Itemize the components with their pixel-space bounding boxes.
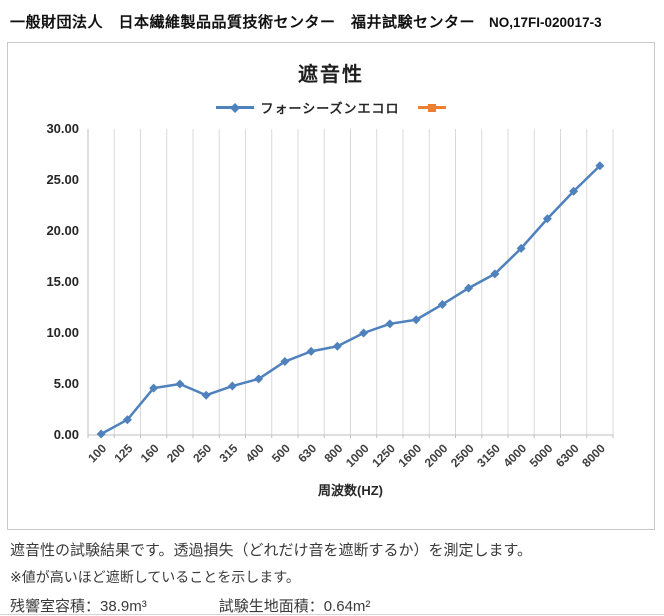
svg-text:30.00: 30.00: [46, 121, 79, 136]
svg-text:315: 315: [216, 441, 240, 465]
bottom-border: [0, 614, 664, 615]
svg-text:160: 160: [138, 441, 162, 465]
legend-item-series2: [417, 103, 446, 112]
svg-text:500: 500: [269, 441, 293, 465]
svg-text:5000: 5000: [527, 441, 556, 470]
legend-square-marker-icon: [417, 103, 446, 112]
svg-text:1000: 1000: [343, 441, 372, 470]
legend-diamond-marker-icon: [216, 102, 255, 113]
legend-item-series1: フォーシーズンエコロ: [216, 98, 399, 117]
svg-text:10.00: 10.00: [46, 325, 79, 340]
room-volume-value: 38.9m³: [100, 598, 147, 615]
svg-text:1600: 1600: [395, 441, 424, 470]
svg-text:20.00: 20.00: [46, 223, 79, 238]
chart-legend: フォーシーズンエコロ: [8, 98, 654, 117]
footer-notes: 遮音性の試験結果です。透過損失（どれだけ音を遮断するか）を測定します。 ※値が高…: [0, 534, 664, 616]
chart-title: 遮音性: [298, 64, 364, 86]
svg-text:25.00: 25.00: [46, 172, 79, 187]
svg-text:100: 100: [85, 441, 109, 465]
fabric-area-label: 試験生地面積：: [218, 598, 324, 615]
svg-text:125: 125: [111, 441, 135, 465]
sound-insulation-chart: 遮音性 フォーシーズンエコロ 0.00 5.00 10.00 15.00 20.00 25…: [7, 42, 655, 530]
svg-text:3150: 3150: [474, 441, 503, 470]
legend-label-series1: フォーシーズンエコロ: [260, 101, 400, 116]
svg-text:8000: 8000: [579, 441, 608, 470]
svg-text:2000: 2000: [422, 441, 451, 470]
diamond-icon: [230, 102, 241, 113]
organization-title: 一般財団法人 日本繊維製品品質技術センター 福井試験センター: [10, 14, 476, 31]
svg-text:1250: 1250: [369, 441, 398, 470]
note-higher-value: ※値が高いほど遮断していることを示します。: [10, 569, 300, 585]
svg-text:15.00: 15.00: [46, 274, 79, 289]
svg-text:0.00: 0.00: [54, 427, 79, 442]
report-number: NO,17FI-020017-3: [489, 15, 602, 30]
fabric-area-value: 0.64m²: [323, 598, 371, 615]
test-conditions: 残響室容積：38.9m³ 試験生地面積：0.64m²: [10, 595, 664, 616]
room-volume-label: 残響室容積：: [10, 598, 101, 615]
svg-text:400: 400: [243, 441, 267, 465]
svg-text:6300: 6300: [553, 441, 582, 470]
svg-text:200: 200: [164, 441, 188, 465]
svg-text:2500: 2500: [448, 441, 477, 470]
square-icon: [427, 103, 436, 112]
svg-text:周波数(HZ): 周波数(HZ): [318, 483, 383, 498]
svg-text:630: 630: [295, 441, 319, 465]
svg-text:4000: 4000: [500, 441, 529, 470]
svg-text:5.00: 5.00: [54, 376, 79, 391]
report-header: 一般財団法人 日本繊維製品品質技術センター 福井試験センター NO,17FI-02…: [0, 0, 664, 32]
svg-text:800: 800: [321, 441, 345, 465]
svg-text:250: 250: [190, 441, 214, 465]
test-description: 遮音性の試験結果です。透過損失（どれだけ音を遮断するか）を測定します。: [10, 542, 533, 559]
